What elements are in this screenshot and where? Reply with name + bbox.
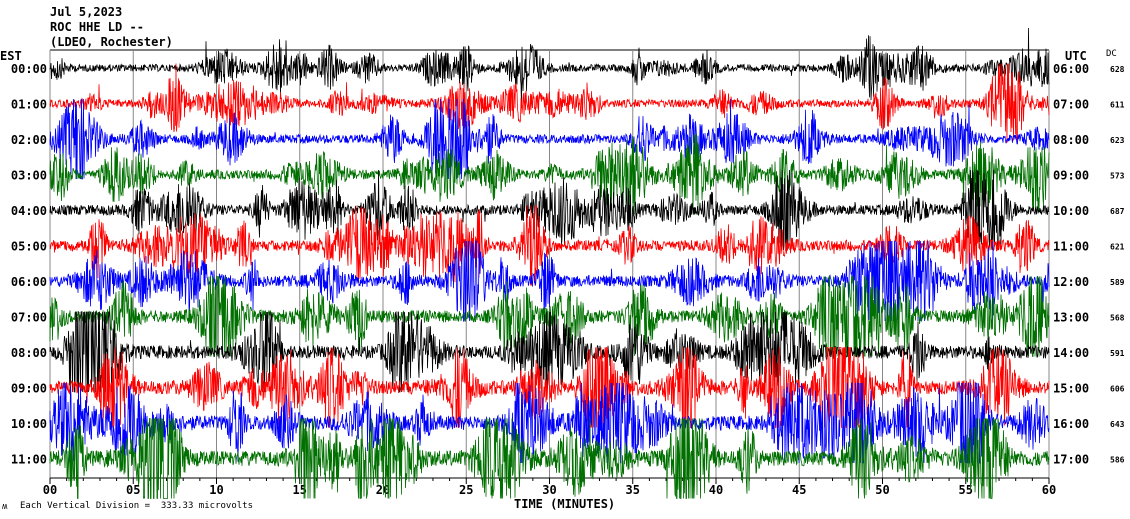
est-hour-label: 09:00: [11, 382, 47, 396]
dc-offset-value: 591: [1110, 349, 1125, 358]
date-label: Jul 5,2023: [50, 5, 123, 19]
utc-hour-label: 06:00: [1053, 62, 1089, 76]
dc-offset-value: 606: [1110, 385, 1125, 394]
x-tick-label: 05: [126, 483, 140, 497]
microvolt-symbol: ʍ: [2, 502, 8, 512]
x-tick-label: 50: [875, 483, 889, 497]
dc-offset-value: 568: [1110, 314, 1125, 323]
station-label: ROC HHE LD --: [50, 20, 144, 34]
est-hour-label: 06:00: [11, 275, 47, 289]
est-hour-label: 02:00: [11, 133, 47, 147]
seismic-trace: [49, 381, 1050, 465]
dc-offset-value: 611: [1110, 101, 1125, 110]
dc-offset-value: 687: [1110, 207, 1125, 216]
utc-hour-label: 07:00: [1053, 98, 1089, 112]
utc-hour-label: 13:00: [1053, 311, 1089, 325]
est-hour-label: 10:00: [11, 417, 47, 431]
utc-hour-label: 08:00: [1053, 133, 1089, 147]
x-tick-label: 35: [626, 483, 640, 497]
dc-offset-value: 621: [1110, 243, 1125, 252]
x-tick-label: 60: [1042, 483, 1056, 497]
x-tick-label: 55: [959, 483, 973, 497]
x-tick-label: 10: [209, 483, 223, 497]
dc-offset-value: 589: [1110, 278, 1125, 287]
utc-hour-label: 17:00: [1053, 453, 1089, 467]
seismic-trace: [49, 418, 1050, 499]
est-hour-label: 04:00: [11, 204, 47, 218]
utc-hour-label: 12:00: [1053, 275, 1089, 289]
x-tick-label: 00: [43, 483, 57, 497]
dc-offset-value: 628: [1110, 65, 1125, 74]
x-tick-label: 45: [792, 483, 806, 497]
utc-hour-label: 15:00: [1053, 382, 1089, 396]
utc-hour-label: 16:00: [1053, 417, 1089, 431]
x-tick-label: 25: [459, 483, 473, 497]
dc-label: DC: [1106, 49, 1117, 59]
seismic-trace: [49, 310, 1050, 393]
est-hour-label: 05:00: [11, 240, 47, 254]
x-tick-label: 15: [293, 483, 307, 497]
utc-hour-label: 09:00: [1053, 169, 1089, 183]
seismic-trace: [49, 98, 1050, 180]
est-hour-label: 03:00: [11, 169, 47, 183]
dc-offset-value: 586: [1110, 456, 1125, 465]
scale-note: Each Vertical Division = 333.33 microvol…: [20, 501, 253, 511]
x-tick-label: 30: [542, 483, 556, 497]
est-label: EST: [0, 49, 22, 63]
dc-offset-value: 643: [1110, 420, 1125, 429]
est-hour-label: 01:00: [11, 98, 47, 112]
est-hour-label: 07:00: [11, 311, 47, 325]
utc-hour-label: 14:00: [1053, 346, 1089, 360]
utc-hour-label: 10:00: [1053, 204, 1089, 218]
x-tick-label: 20: [376, 483, 390, 497]
x-axis-label: TIME (MINUTES): [514, 497, 616, 511]
seismic-trace: [49, 347, 1050, 428]
seismic-trace: [49, 63, 1050, 143]
seismic-trace: [49, 134, 1050, 215]
utc-hour-label: 11:00: [1053, 240, 1089, 254]
est-hour-label: 00:00: [11, 62, 47, 76]
est-hour-label: 08:00: [11, 346, 47, 360]
x-tick-label: 40: [709, 483, 723, 497]
seismic-trace: [49, 27, 1050, 109]
network-label: (LDEO, Rochester): [50, 35, 173, 49]
utc-label: UTC: [1065, 49, 1087, 63]
dc-offset-value: 623: [1110, 136, 1125, 145]
est-hour-label: 11:00: [11, 453, 47, 467]
dc-offset-value: 573: [1110, 172, 1125, 181]
seismic-trace: [49, 169, 1050, 251]
